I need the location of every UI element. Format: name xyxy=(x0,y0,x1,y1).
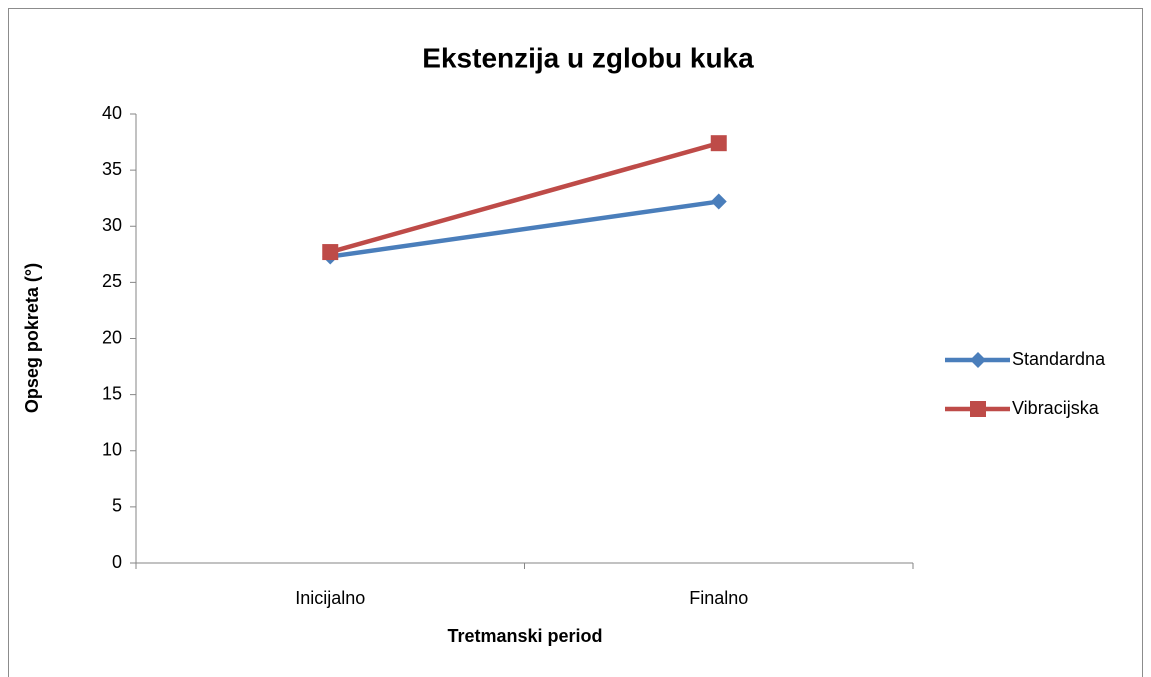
x-tick-label: Inicijalno xyxy=(295,588,365,608)
x-tick-label: Finalno xyxy=(689,588,748,608)
x-axis-title: Tretmanski period xyxy=(447,626,602,646)
y-tick-label: 0 xyxy=(112,552,122,572)
y-tick-label: 15 xyxy=(102,383,122,403)
y-tick-label: 30 xyxy=(102,215,122,235)
marker xyxy=(710,193,727,210)
legend-label: Standardna xyxy=(1012,349,1106,369)
y-tick-label: 10 xyxy=(102,440,122,460)
chart-title: Ekstenzija u zglobu kuka xyxy=(422,42,754,73)
y-tick-label: 40 xyxy=(102,103,122,123)
marker xyxy=(322,244,339,261)
y-tick-label: 35 xyxy=(102,159,122,179)
series-line xyxy=(329,199,720,259)
y-tick-label: 25 xyxy=(102,271,122,291)
y-tick-label: 20 xyxy=(102,327,122,347)
marker xyxy=(970,352,986,368)
series-line xyxy=(329,141,720,255)
y-axis-title: Opseg pokreta (°) xyxy=(22,263,42,413)
y-tick-label: 5 xyxy=(112,496,122,516)
chart-border xyxy=(8,8,1143,677)
marker xyxy=(710,135,727,152)
legend-label: Vibracijska xyxy=(1012,398,1100,418)
marker xyxy=(970,401,986,417)
